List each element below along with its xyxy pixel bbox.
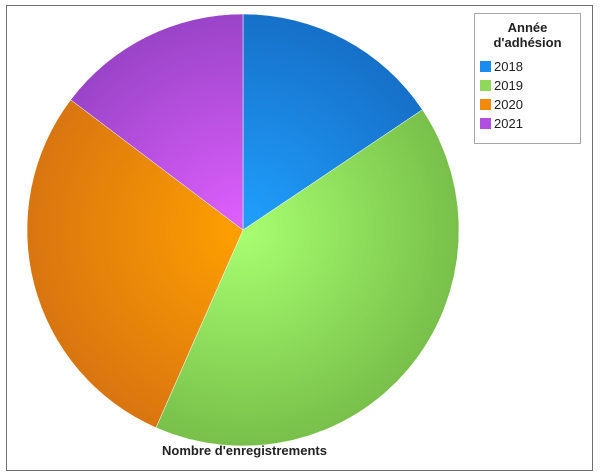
legend-item-2019: 2019	[480, 76, 580, 95]
pie-slice-2021	[70, 13, 244, 231]
pie-slice-2019	[155, 109, 460, 447]
legend-label-2019: 2019	[494, 78, 523, 93]
legend-swatch-2020	[480, 99, 491, 110]
legend-swatch-2019	[480, 80, 491, 91]
legend-item-2020: 2020	[480, 95, 580, 114]
legend-swatch-2021	[480, 118, 491, 129]
legend-label-2018: 2018	[494, 59, 523, 74]
chart-legend: Année d'adhésion 2018 2019 2020 2021	[474, 13, 581, 144]
pie-slice-2020	[26, 99, 244, 429]
pie-slice-2018	[242, 13, 423, 231]
legend-swatch-2018	[480, 61, 491, 72]
legend-title: Année d'adhésion	[493, 20, 562, 50]
legend-item-2018: 2018	[480, 57, 580, 76]
legend-item-2021: 2021	[480, 114, 580, 133]
legend-label-2020: 2020	[494, 97, 523, 112]
x-axis-label: Nombre d'enregistrements	[162, 443, 327, 458]
legend-label-2021: 2021	[494, 116, 523, 131]
